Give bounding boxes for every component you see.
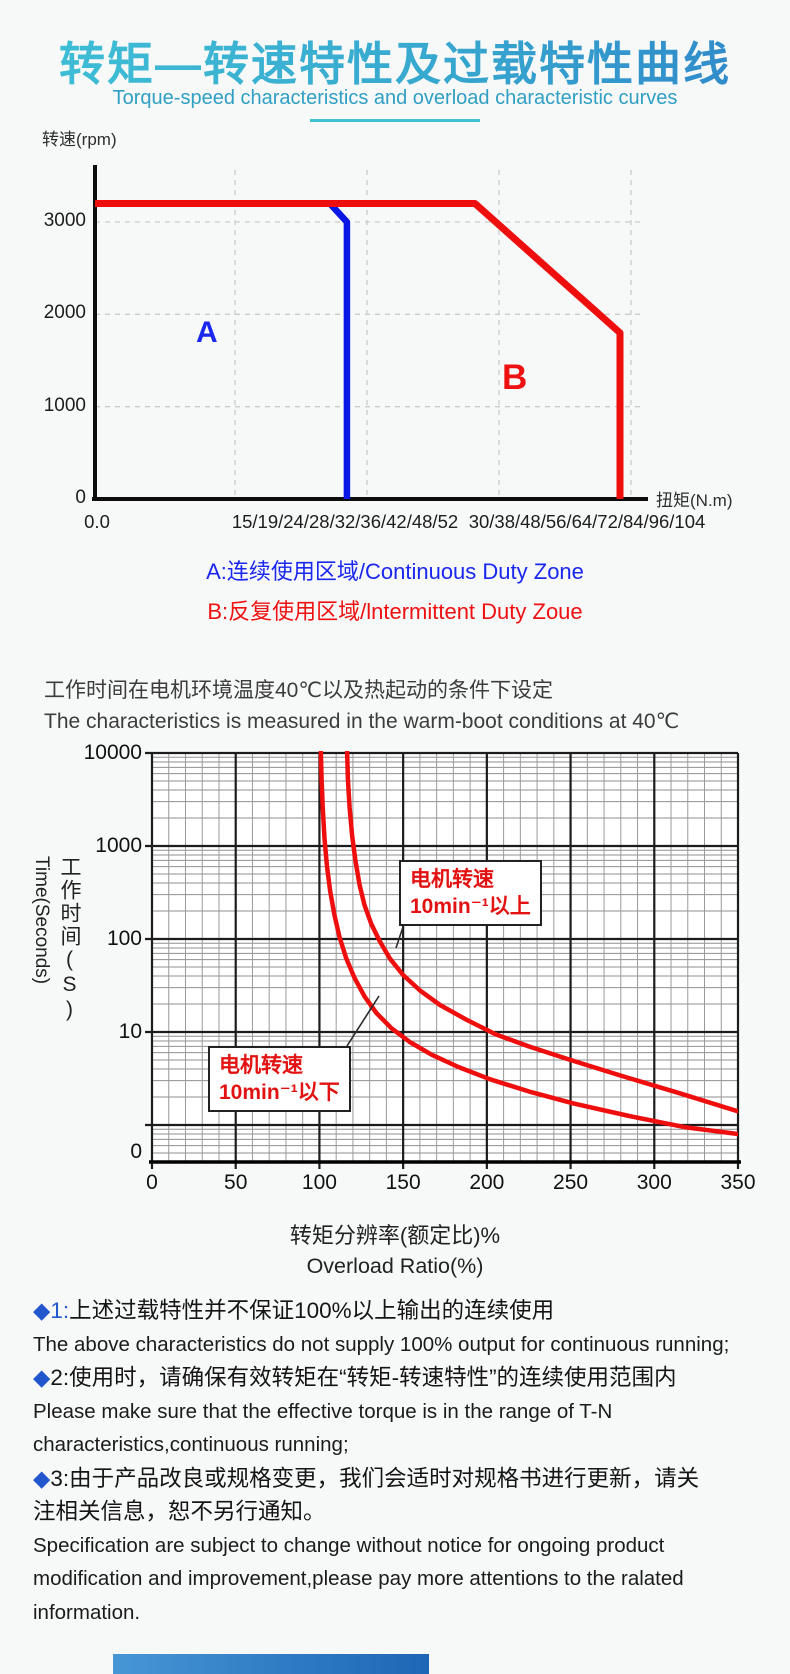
x-tick-label: 15/19/24/28/32/36/42/48/52: [231, 511, 459, 532]
annotation-above-10rpm: 电机转速 10min⁻¹以上: [399, 860, 542, 926]
note-line-cn: ◆3:由于产品改良或规格变更，我们会适时对规格书进行更新，请关: [33, 1465, 700, 1491]
x-tick-label: 50: [224, 1171, 248, 1194]
footer-decorative-bar: [113, 1654, 429, 1674]
y-tick-label: 10000: [83, 741, 142, 764]
annotation-below-10rpm: 电机转速 10min⁻¹以下: [208, 1046, 351, 1112]
note-line-cn: ◆1:上述过载特性并不保证100%以上输出的连续使用: [33, 1298, 555, 1323]
note-number: 2:: [50, 1365, 70, 1390]
note-line-en: information.: [33, 1600, 141, 1624]
y-tick-label: 2000: [43, 302, 86, 324]
notes-section: ◆1:上述过载特性并不保证100%以上输出的连续使用 The above char…: [33, 1294, 768, 1629]
y-tick-label: 1000: [43, 394, 86, 416]
zone-b-label: B: [502, 358, 528, 397]
speed-axis-label: 转速(rpm): [42, 130, 117, 149]
annotation-line: 电机转速: [219, 1054, 303, 1077]
note-line-cn: ◆2:使用时，请确保有效转矩在“转矩-转速特性”的连续使用范围内: [33, 1365, 677, 1390]
y-tick-label: 3000: [43, 210, 86, 231]
annotation-leader: [395, 926, 404, 949]
annotation-line: 10min⁻¹以上: [410, 895, 531, 918]
page-subtitle: Torque-speed characteristics and overloa…: [112, 87, 678, 109]
diamond-bullet-icon: ◆: [33, 1298, 51, 1323]
note-line-en: The above characteristics do not supply …: [33, 1332, 730, 1356]
x-tick-label: 150: [385, 1171, 421, 1194]
subtitle-underline: [310, 119, 480, 122]
condition-text-en: The characteristics is measured in the w…: [44, 710, 680, 733]
torque-speed-chart: [92, 165, 648, 501]
x-tick-label: 0.0: [84, 511, 110, 532]
annotation-leader: [346, 995, 380, 1047]
motor-speed-above-10-per-min-curve: [344, 751, 738, 1114]
x-tick-label: 250: [553, 1171, 589, 1194]
y-tick-label: 0: [75, 487, 86, 508]
note-line-en: modification and improvement,please pay …: [33, 1567, 684, 1590]
annotation-line: 10min⁻¹以下: [219, 1081, 340, 1104]
page-title: 转矩—转速特性及过载特性曲线: [0, 28, 790, 94]
motor-speed-below-10-per-min-curve: [318, 751, 738, 1137]
annotation-line: 电机转速: [410, 868, 494, 891]
note-line-en: Specification are subject to change with…: [33, 1533, 665, 1557]
continuous-duty-limit-curve: [327, 201, 351, 499]
overload-x-label-cn: 转矩分辨率(额定比)%: [289, 1223, 501, 1248]
overload-x-label-en: Overload Ratio(%): [306, 1254, 484, 1278]
zone-a-label: A: [196, 316, 218, 349]
condition-text-cn: 工作时间在电机环境温度40℃以及热起动的条件下设定: [44, 679, 553, 702]
x-tick-label: 100: [301, 1171, 337, 1194]
note-line-en: characteristics,continuous running;: [33, 1433, 349, 1456]
note-number: 1:: [50, 1298, 70, 1323]
y-tick-label: 100: [106, 927, 142, 950]
y-tick-label: 0: [130, 1140, 142, 1163]
y-tick-label: 10: [118, 1020, 142, 1043]
x-tick-label: 200: [469, 1171, 505, 1194]
legend-intermittent-duty: B:反复使用区域/lntermittent Duty Zoue: [207, 599, 583, 624]
diamond-bullet-icon: ◆: [33, 1465, 51, 1491]
x-tick-label: 350: [720, 1171, 756, 1194]
x-tick-label: 0: [146, 1171, 158, 1194]
y-tick-label: 1000: [95, 834, 142, 857]
x-tick-label: 300: [636, 1171, 672, 1194]
time-axis-label-cn: 工作时间(S): [58, 856, 81, 1023]
intermittent-duty-limit-curve: [95, 200, 624, 499]
legend-continuous-duty: A:连续使用区域/Continuous Duty Zone: [206, 559, 584, 584]
diamond-bullet-icon: ◆: [33, 1365, 51, 1390]
note-line-cn: 注相关信息，恕不另行通知。: [33, 1499, 326, 1524]
note-number: 3:: [50, 1465, 70, 1491]
x-tick-label: 30/38/48/56/64/72/84/96/104: [468, 511, 706, 532]
time-axis-label-en: Time(Seconds): [31, 856, 52, 985]
torque-axis-label: 扭矩(N.m): [656, 491, 733, 510]
note-line-en: Please make sure that the effective torq…: [33, 1399, 613, 1423]
